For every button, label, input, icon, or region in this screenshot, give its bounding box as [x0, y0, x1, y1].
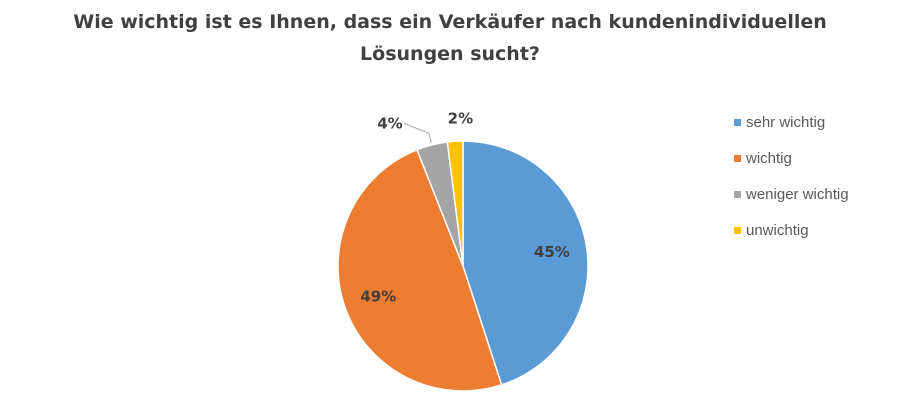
legend-swatch — [734, 154, 741, 162]
legend-swatch — [734, 226, 741, 234]
chart-title: Wie wichtig ist es Ihnen, dass ein Verkä… — [0, 6, 900, 70]
pie-slice-sehr-wichtig — [462, 140, 589, 386]
pie-slices — [337, 140, 589, 392]
legend-label: wichtig — [746, 149, 792, 167]
legend-item-sehr-wichtig: sehr wichtig — [734, 104, 849, 140]
chart-title-line-2: Lösungen sucht? — [360, 43, 540, 65]
data-label: 2% — [448, 109, 473, 127]
leader-lines — [403, 122, 432, 144]
legend-item-unwichtig: unwichtig — [734, 212, 849, 248]
chart-title-line-1: Wie wichtig ist es Ihnen, dass ein Verkä… — [73, 11, 827, 33]
data-label: 45% — [534, 243, 570, 261]
legend-label: sehr wichtig — [746, 113, 826, 131]
pie-slice-wichtig — [337, 148, 503, 392]
legend-item-weniger-wichtig: weniger wichtig — [734, 176, 849, 212]
data-label: 49% — [360, 287, 396, 305]
legend-item-wichtig: wichtig — [734, 140, 849, 176]
data-label: 4% — [377, 114, 402, 132]
legend: sehr wichtig wichtig weniger wichtig unw… — [734, 104, 849, 248]
legend-swatch — [734, 190, 741, 198]
leader-line — [403, 122, 432, 144]
legend-label: weniger wichtig — [746, 185, 849, 203]
data-labels: 45% 49% 4% 2% — [360, 109, 569, 305]
legend-swatch — [734, 118, 741, 126]
legend-label: unwichtig — [746, 221, 809, 239]
pie-slice-unwichtig — [446, 140, 464, 267]
